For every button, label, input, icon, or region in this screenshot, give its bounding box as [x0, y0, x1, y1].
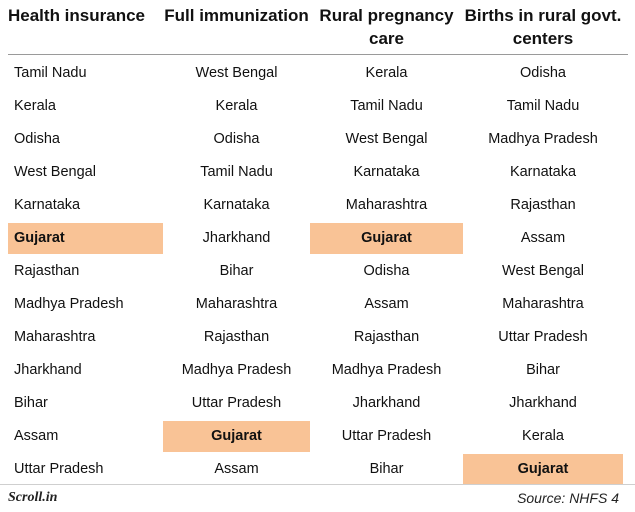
- table-cell: Uttar Pradesh: [14, 461, 104, 477]
- footer: Scroll.in Source: NHFS 4: [0, 484, 635, 512]
- table-cell: West Bengal: [502, 263, 584, 279]
- table-row: Gujarat Jharkhand Gujarat Assam: [8, 222, 628, 255]
- scroll-logo: Scroll.in: [8, 490, 58, 505]
- table-cell: Tamil Nadu: [506, 98, 580, 114]
- table-cell: Madhya Pradesh: [331, 362, 442, 378]
- table-cell: Jharkhand: [202, 230, 271, 246]
- table-cell: Tamil Nadu: [14, 65, 87, 81]
- table-cell: Rajasthan: [353, 329, 420, 345]
- header-full-immunization: Full immunization: [164, 6, 309, 25]
- table-cell: Bihar: [219, 263, 254, 279]
- table-cell: Uttar Pradesh: [341, 428, 432, 444]
- table-row: Tamil Nadu West Bengal Kerala Odisha: [8, 57, 628, 90]
- table-cell: Gujarat: [163, 421, 310, 452]
- table-row: Madhya Pradesh Maharashtra Assam Maharashtr…: [8, 288, 628, 321]
- table-cell: West Bengal: [14, 164, 96, 180]
- table-header: Health insurance Full immunization Rural…: [8, 4, 628, 55]
- header-rural-pregnancy-care: Rural pregnancy care: [319, 6, 454, 48]
- table-cell: Bihar: [369, 461, 404, 477]
- table-row: West Bengal Tamil Nadu Karnataka Karnataka: [8, 156, 628, 189]
- table-cell: Maharashtra: [502, 296, 584, 312]
- table-cell: Bihar: [14, 395, 48, 411]
- source-note: Source: NHFS 4: [517, 490, 619, 506]
- table-cell: Jharkhand: [352, 395, 421, 411]
- table-cell: Bihar: [526, 362, 560, 378]
- table-cell: Karnataka: [509, 164, 577, 180]
- table-row: Odisha Odisha West Bengal Madhya Pradesh: [8, 123, 628, 156]
- table-cell: Jharkhand: [509, 395, 577, 411]
- table-cell: Tamil Nadu: [200, 164, 273, 180]
- table-cell: Maharashtra: [195, 296, 278, 312]
- table-cell: Odisha: [363, 263, 410, 279]
- table-cell: Jharkhand: [14, 362, 82, 378]
- table-cell: Odisha: [14, 131, 60, 147]
- table-cell: Kerala: [365, 65, 408, 81]
- table-cell: Gujarat: [310, 223, 463, 254]
- table-cell: Karnataka: [353, 164, 420, 180]
- table-cell: Gujarat: [463, 454, 623, 485]
- table-row: Jharkhand Madhya Pradesh Madhya Pradesh Bih…: [8, 354, 628, 387]
- table-cell: Assam: [14, 428, 59, 444]
- table-cell: Odisha: [213, 131, 260, 147]
- table-row: Maharashtra Rajasthan Rajasthan Uttar Prade…: [8, 321, 628, 354]
- table-cell: Odisha: [520, 65, 566, 81]
- table-cell: Madhya Pradesh: [181, 362, 292, 378]
- table-cell: Maharashtra: [345, 197, 428, 213]
- table-cell: Tamil Nadu: [350, 98, 423, 114]
- table-cell: Gujarat: [8, 223, 163, 254]
- table-cell: West Bengal: [195, 65, 278, 81]
- table-cell: Kerala: [14, 98, 56, 114]
- table-row: Rajasthan Bihar Odisha West Bengal: [8, 255, 628, 288]
- table-cell: Rajasthan: [203, 329, 270, 345]
- table-cell: Uttar Pradesh: [498, 329, 588, 345]
- table-row: Bihar Uttar Pradesh Jharkhand Jharkhand: [8, 387, 628, 420]
- table-cell: Assam: [364, 296, 409, 312]
- ranking-table: Health insurance Full immunization Rural…: [8, 4, 628, 486]
- table-cell: Assam: [520, 230, 566, 246]
- table-cell: Karnataka: [203, 197, 270, 213]
- header-births-rural-govt-centers: Births in rural govt. centers: [464, 6, 622, 48]
- table-cell: Rajasthan: [510, 197, 576, 213]
- table-cell: Madhya Pradesh: [488, 131, 598, 147]
- table-cell: Madhya Pradesh: [14, 296, 124, 312]
- table-cell: Kerala: [522, 428, 564, 444]
- table-cell: Maharashtra: [14, 329, 96, 345]
- table-row: Kerala Kerala Tamil Nadu Tamil Nadu: [8, 90, 628, 123]
- table-cell: Rajasthan: [14, 263, 80, 279]
- table-row: Assam Gujarat Uttar Pradesh Kerala: [8, 420, 628, 453]
- table-row: Uttar Pradesh Assam Bihar Gujarat: [8, 453, 628, 486]
- table-cell: Assam: [214, 461, 259, 477]
- table-cell: Karnataka: [14, 197, 81, 213]
- table-cell: Uttar Pradesh: [191, 395, 282, 411]
- table-cell: West Bengal: [345, 131, 428, 147]
- header-health-insurance: Health insurance: [8, 6, 145, 25]
- table-cell: Kerala: [215, 98, 258, 114]
- table-row: Karnataka Karnataka Maharashtra Rajasthan: [8, 189, 628, 222]
- table-body: Tamil Nadu West Bengal Kerala Odisha Kerala K…: [8, 55, 628, 486]
